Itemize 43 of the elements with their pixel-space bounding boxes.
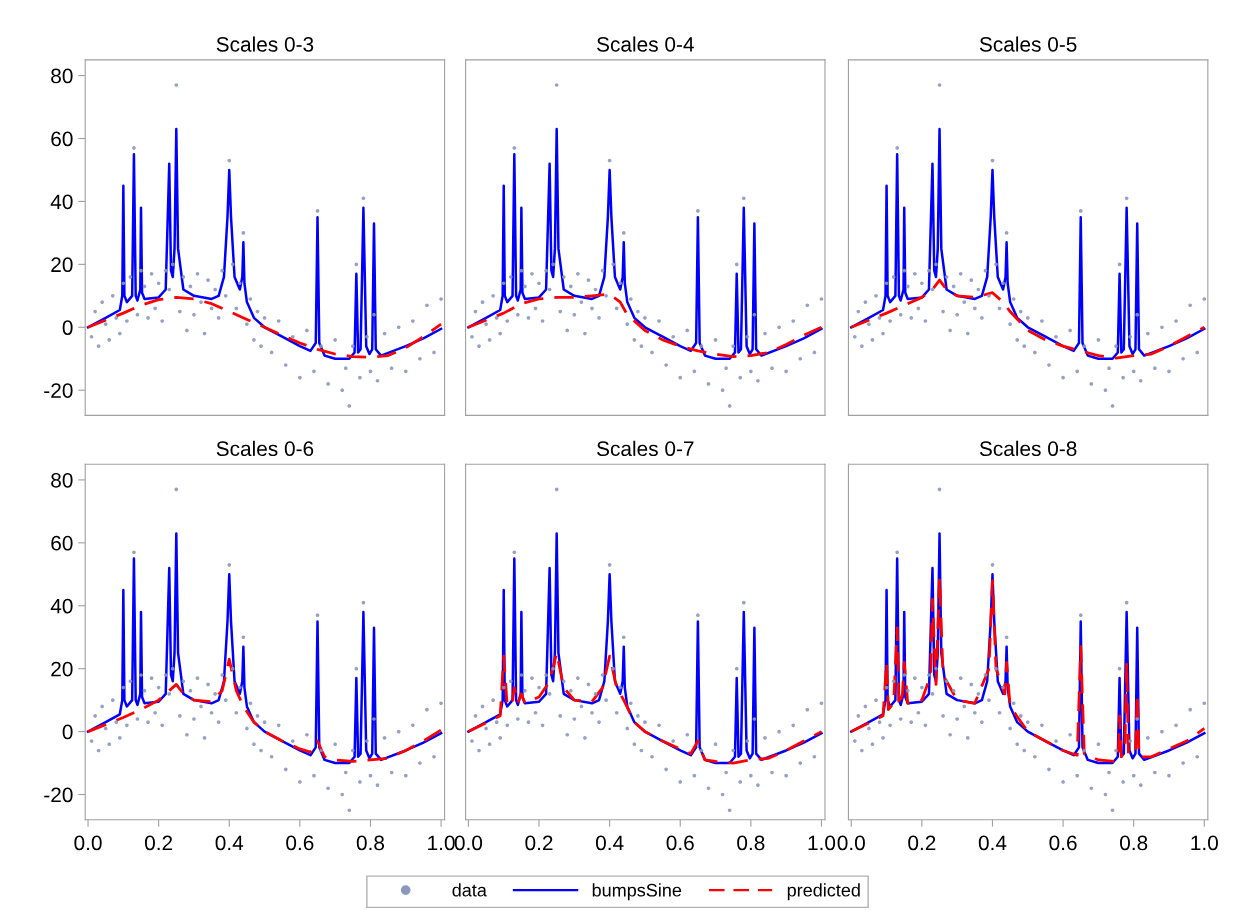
legend-label: data — [452, 883, 487, 897]
line-series — [86, 127, 443, 360]
x-tick-label: 0.8 — [737, 835, 765, 851]
x-tick-label: 1.0 — [1191, 835, 1218, 851]
legend-label: bumpsSine — [592, 883, 682, 901]
chart-title: Scales 0-8 — [979, 440, 1077, 457]
y-tick-label: 0 — [62, 724, 73, 740]
x-tick-label: 0.2 — [525, 835, 553, 851]
chart-title: Scales 0-3 — [216, 36, 314, 52]
legend-label: predicted — [787, 883, 860, 901]
chart-title: Scales 0-5 — [979, 36, 1077, 52]
x-tick-label: 1.0 — [808, 835, 836, 851]
y-tick-label: -20 — [44, 787, 73, 803]
y-tick-label: 20 — [51, 257, 73, 273]
y-tick-label: 0 — [62, 320, 73, 336]
chart-title: Scales 0-6 — [216, 440, 314, 457]
chart-title: Scales 0-7 — [597, 440, 694, 457]
y-tick-label: 40 — [50, 598, 73, 614]
x-tick-label: 0.0 — [837, 835, 865, 851]
line-series — [86, 657, 443, 763]
y-tick-label: 20 — [51, 661, 73, 677]
x-tick-label: 0.8 — [356, 835, 385, 851]
x-tick-label: 0.6 — [1049, 835, 1077, 851]
chart-title: Scales 0-4 — [597, 36, 694, 52]
x-tick-label: 0.6 — [286, 835, 314, 851]
y-tick-label: 40 — [50, 194, 73, 210]
line-series — [86, 532, 443, 765]
y-tick-label: -20 — [44, 383, 73, 398]
x-tick-label: 0.4 — [595, 835, 624, 851]
y-tick-label: 80 — [51, 68, 73, 84]
x-tick-label: 0.0 — [74, 835, 102, 851]
x-tick-label: 0.2 — [144, 835, 173, 851]
y-tick-label: 60 — [51, 131, 73, 147]
x-tick-label: 0.6 — [666, 835, 694, 851]
x-tick-label: 0.2 — [908, 835, 936, 851]
y-tick-label: 60 — [51, 535, 73, 551]
x-tick-label: 0.4 — [978, 835, 1007, 851]
x-tick-label: 0.0 — [454, 835, 483, 851]
x-tick-label: 1.0 — [428, 835, 455, 851]
y-tick-label: 80 — [51, 472, 73, 488]
line-series — [86, 296, 443, 359]
x-tick-label: 0.4 — [215, 835, 244, 851]
x-tick-label: 0.8 — [1120, 835, 1148, 851]
